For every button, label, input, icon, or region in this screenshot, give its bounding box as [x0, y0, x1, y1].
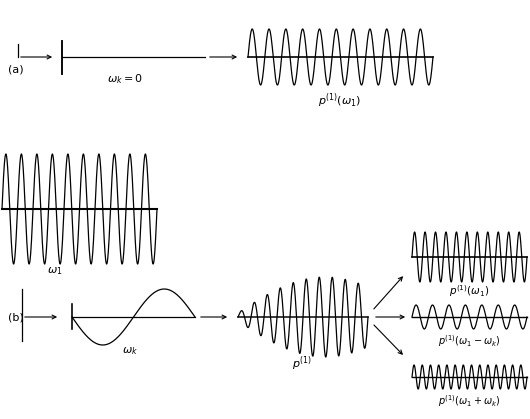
Text: $p^{(1)}(\omega_1)$: $p^{(1)}(\omega_1)$ [319, 92, 361, 110]
Text: $p^{(1)}(\omega_1+\omega_k)$: $p^{(1)}(\omega_1+\omega_k)$ [438, 393, 501, 409]
Text: $\omega_k=0$: $\omega_k=0$ [107, 72, 143, 86]
Text: $\omega_1$: $\omega_1$ [47, 265, 63, 277]
Text: (a): (a) [8, 64, 24, 74]
Text: (b): (b) [8, 312, 24, 322]
Text: $\omega_k$: $\omega_k$ [122, 345, 138, 357]
Text: $p^{(1)}(\omega_1-\omega_k)$: $p^{(1)}(\omega_1-\omega_k)$ [438, 333, 501, 349]
Text: $p^{(1)}$: $p^{(1)}$ [292, 355, 312, 373]
Text: $p^{(1)}(\omega_1)$: $p^{(1)}(\omega_1)$ [449, 283, 490, 299]
